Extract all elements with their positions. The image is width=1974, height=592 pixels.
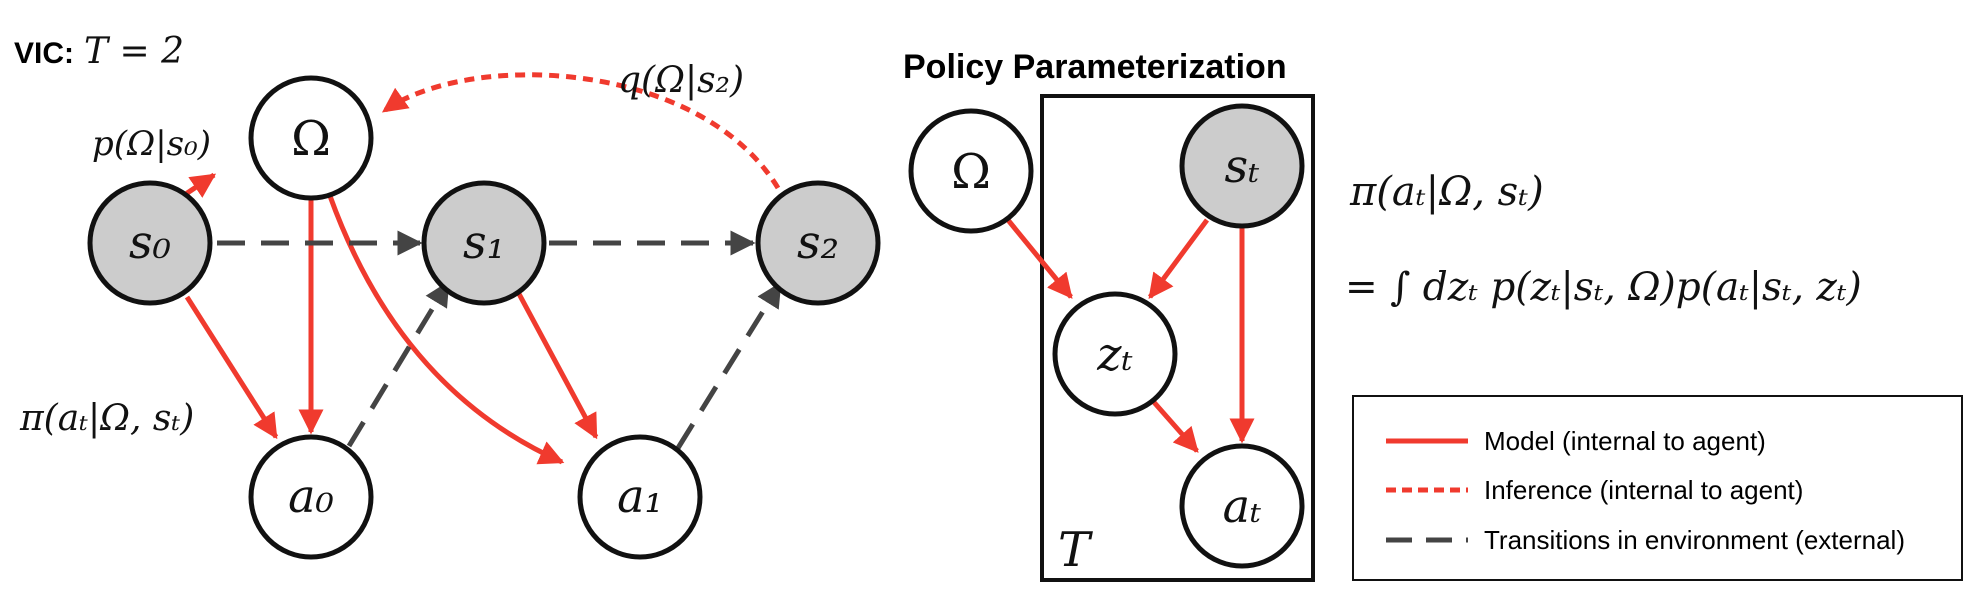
node-a1-label: a₁	[617, 469, 663, 523]
p-omega-s0-label: p(Ω|s₀)	[92, 124, 211, 164]
node-omega-label: Ω	[291, 111, 331, 167]
policy-node-zt-label: zₜ	[1096, 327, 1133, 381]
node-s1: s₁	[421, 180, 547, 306]
plate-T-label: T	[1058, 522, 1093, 578]
edge-st-zt	[1147, 218, 1210, 300]
policy-node-omega: Ω	[908, 108, 1034, 234]
edge-a0-s1	[346, 280, 451, 448]
node-s0: s₀	[87, 180, 213, 306]
node-omega: Ω	[248, 75, 374, 201]
vic-label: VIC:	[14, 37, 74, 70]
edge-omega-zt	[1006, 218, 1073, 299]
policy-node-st-label: sₜ	[1225, 139, 1260, 193]
edge-s1-a1	[515, 290, 599, 440]
legend-item-transitions: Transitions in environment (external)	[1484, 525, 1905, 555]
pi-policy-label: π(aₜ|Ω, sₜ)	[19, 398, 194, 439]
vic-t-equation: T = 2	[84, 31, 184, 72]
policy-node-st: sₜ	[1179, 103, 1305, 229]
edge-s2-omega-inference	[381, 72, 781, 190]
policy-panel: Policy Parameterization T Ω sₜ zₜ aₜ π(a…	[903, 48, 1862, 582]
legend-item-inference: Inference (internal to agent)	[1484, 475, 1803, 505]
policy-node-at: aₜ	[1179, 443, 1305, 569]
policy-node-at-label: aₜ	[1223, 479, 1262, 533]
policy-equation-line2: = ∫ dzₜ p(zₜ|sₜ, Ω)p(aₜ|sₜ, zₜ)	[1345, 265, 1862, 310]
legend: Model (internal to agent) Inference (int…	[1352, 395, 1963, 581]
node-a0: a₀	[248, 434, 374, 560]
vic-panel: VIC: T = 2 Ω s₀ s₁ s₂ a₀	[14, 31, 881, 560]
edge-s0-a0	[184, 295, 279, 440]
node-s1-label: s₁	[463, 215, 505, 269]
policy-equation-line1: π(aₜ|Ω, sₜ)	[1349, 169, 1544, 215]
node-s0-label: s₀	[129, 215, 171, 269]
policy-node-zt: zₜ	[1052, 291, 1178, 417]
edge-zt-at	[1150, 398, 1199, 453]
node-a0-label: a₀	[288, 469, 334, 523]
legend-item-model: Model (internal to agent)	[1484, 426, 1766, 456]
node-s2-label: s₂	[797, 215, 839, 269]
edge-a1-s2	[675, 281, 783, 450]
node-s2: s₂	[755, 180, 881, 306]
plate-T	[1040, 94, 1315, 582]
policy-node-omega-label: Ω	[951, 144, 991, 200]
node-a1: a₁	[577, 434, 703, 560]
q-omega-s2-label: q(Ω|s₂)	[618, 60, 744, 101]
policy-title: Policy Parameterization	[903, 48, 1287, 86]
